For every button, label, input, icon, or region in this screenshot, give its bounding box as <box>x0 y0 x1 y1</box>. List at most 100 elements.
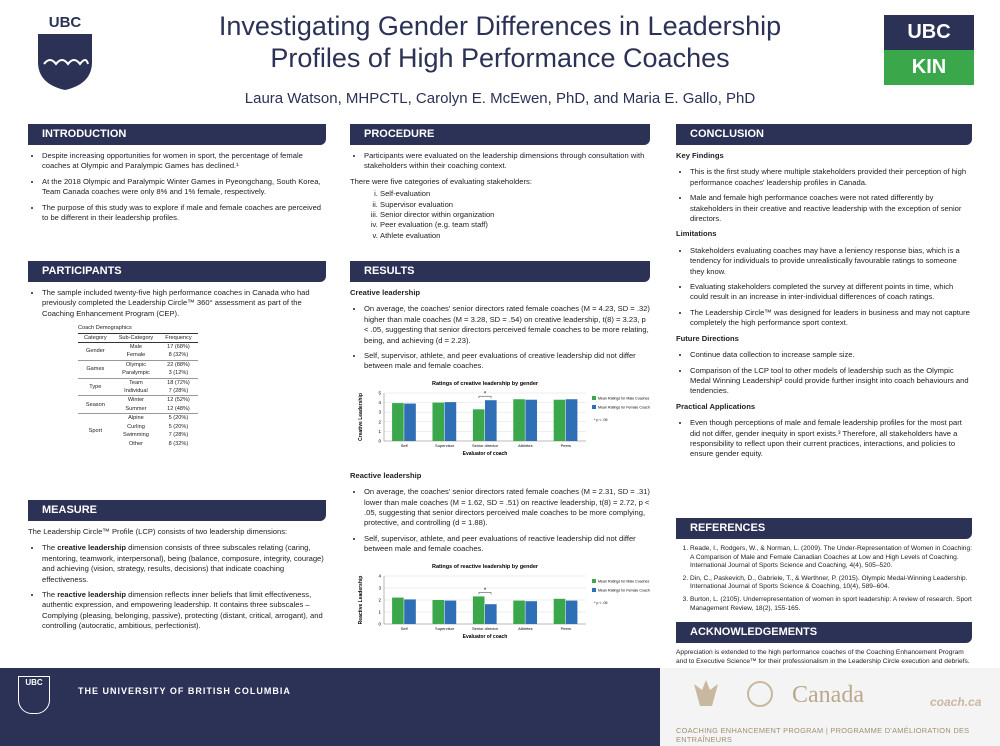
bar <box>485 603 497 624</box>
acknowledgement-text: Appreciation is extended to the high per… <box>676 649 970 665</box>
y-tick-label: 1 <box>378 429 381 434</box>
conclusion: CONCLUSION Key Findings This is the first … <box>676 124 972 465</box>
table-row: Season Winter 12 (52%) <box>78 395 198 414</box>
bar <box>565 399 578 441</box>
x-axis-label: Evaluator of coach <box>463 634 508 640</box>
table-cell: Winter <box>112 395 160 405</box>
category-cell: Gender <box>78 342 113 361</box>
bar <box>553 598 566 624</box>
table-cell: 5 (20%) <box>159 413 198 423</box>
section-heading: MEASURE <box>28 500 326 521</box>
chart: Ratings of creative leadership by gender… <box>358 381 650 457</box>
title: Investigating Gender Differences in Lead… <box>120 10 880 74</box>
footer-crest: UBC <box>18 676 50 714</box>
bar <box>513 399 525 441</box>
bullet-list: On average, the coaches' senior director… <box>350 487 650 554</box>
y-tick-label: 1 <box>378 609 381 614</box>
y-tick-label: 5 <box>378 390 381 395</box>
x-tick-label: Senior director <box>472 443 499 448</box>
measure-intro: The Leadership Circle™ Profile (LCP) con… <box>28 527 288 536</box>
table-row: Games Olympic 22 (88%) <box>78 359 198 379</box>
bullet-list: Despite increasing opportunities for wom… <box>28 151 326 223</box>
chart-title: Ratings of creative leadership by gender <box>432 381 539 387</box>
subheading: Reactive leadership <box>350 470 422 480</box>
stakeholder: Athlete evaluation <box>380 231 650 241</box>
legend-label: Mean Ratings for Female Coaches <box>598 588 650 592</box>
y-tick-label: 4 <box>378 400 381 405</box>
x-tick-label: Peers <box>561 443 571 448</box>
table-cell: 7 (28%) <box>168 388 189 395</box>
significance-marker: * <box>484 588 487 594</box>
table-cell: 18 (72%) <box>159 377 198 388</box>
category-cell: Games <box>78 359 113 379</box>
x-axis-label: Evaluator of coach <box>463 451 508 457</box>
measure: MEASURE The Leadership Circle™ Profile (L… <box>28 500 326 637</box>
table-cell: 7 (28%) <box>168 432 189 439</box>
stakeholder: Self-evaluation <box>380 189 650 199</box>
bullet-list: The creative leadership dimension consis… <box>28 543 326 631</box>
section-heading: ACKNOWLEDGEMENTS <box>676 622 972 643</box>
bar <box>392 402 404 441</box>
legend-label: Mean Ratings for Male Coaches <box>598 579 650 583</box>
bullet: The sample included twenty-five high per… <box>42 288 326 319</box>
bullet: Despite increasing opportunities for wom… <box>42 151 326 172</box>
footer-band <box>0 668 660 746</box>
bullet: The reactive leadership dimension reflec… <box>42 590 326 632</box>
y-axis-label: Reactive Leadership <box>358 575 364 624</box>
acknowledgements: ACKNOWLEDGEMENTS Appreciation is extended… <box>676 622 972 666</box>
bullet-list: Stakeholders evaluating coaches may have… <box>676 246 972 329</box>
bullet-list: Continue data collection to increase sam… <box>676 350 972 397</box>
x-tick-label: Supervisor <box>435 626 455 631</box>
table-row: Type Team 18 (72%) <box>78 377 198 396</box>
participants: PARTICIPANTS The sample included twenty-f… <box>28 261 326 448</box>
bar <box>472 409 485 441</box>
bullet-list: Participants were evaluated on the leade… <box>350 151 650 172</box>
program: COACHING ENHANCEMENT PROGRAM | PROGRAMME… <box>676 726 970 744</box>
bullet: On average, the coaches' senior director… <box>364 304 650 346</box>
legend-note: * p < .05 <box>594 418 608 422</box>
bar <box>553 399 566 441</box>
references: REFERENCES Reade, I., Rodgers, W., & Norm… <box>676 518 972 617</box>
section-heading: CONCLUSION <box>676 124 972 145</box>
partner-logos <box>694 680 773 707</box>
table-caption: Coach Demographics <box>78 325 132 332</box>
reference: Din, C., Paskevich, D., Gabriele, T., & … <box>690 575 972 592</box>
bullet-text: dimension consists of three subscales re… <box>42 543 324 584</box>
x-tick-label: Athletes <box>518 443 532 448</box>
procedure-lead: There were five categories of evaluating… <box>350 176 532 186</box>
badge-bottom: KIN <box>884 50 974 85</box>
table-cell: Male <box>112 342 160 352</box>
stakeholder: Supervisor evaluation <box>380 200 650 210</box>
y-tick-label: 4 <box>378 573 381 578</box>
y-tick-label: 2 <box>378 597 381 602</box>
crest-text: UBC <box>49 14 82 31</box>
bar <box>565 600 578 624</box>
table-row: Female 8 (32%) <box>78 351 198 360</box>
canada-wordmark: Canada <box>792 682 864 708</box>
table-cell: Summer <box>125 405 147 412</box>
table-cell: 3 (12%) <box>168 370 189 377</box>
reference: Reade, I., Rodgers, W., & Norman, L. (20… <box>690 545 972 571</box>
table-cell: Olympic <box>112 359 160 370</box>
x-tick-label: Supervisor <box>435 443 455 448</box>
bullet: Male and female high performance coaches… <box>690 193 972 224</box>
column-header: Sub-Category <box>112 332 160 344</box>
bullet: Stakeholders evaluating coaches may have… <box>690 246 972 277</box>
y-tick-label: 2 <box>378 419 381 424</box>
bullet-bold: creative leadership <box>57 543 127 553</box>
table-cell: Swimming <box>123 432 149 439</box>
ubc-crest: UBC <box>38 14 92 90</box>
authors: Laura Watson, MHPCTL, Carolyn E. McEwen,… <box>244 90 756 107</box>
legend-label: Mean Ratings for Female Coaches <box>598 405 650 409</box>
table-cell: 12 (52%) <box>159 395 198 405</box>
bar <box>444 401 457 441</box>
coach-logo: coach.ca <box>930 695 982 709</box>
bar <box>485 400 497 441</box>
chart: Ratings of reactive leadership by gender… <box>358 564 650 640</box>
bar <box>525 600 538 624</box>
table-cell: Team <box>112 377 160 388</box>
significance-bracket <box>478 395 492 399</box>
results: RESULTS Creative leadership On average, th… <box>350 261 650 654</box>
subheading: Creative leadership <box>350 288 421 297</box>
